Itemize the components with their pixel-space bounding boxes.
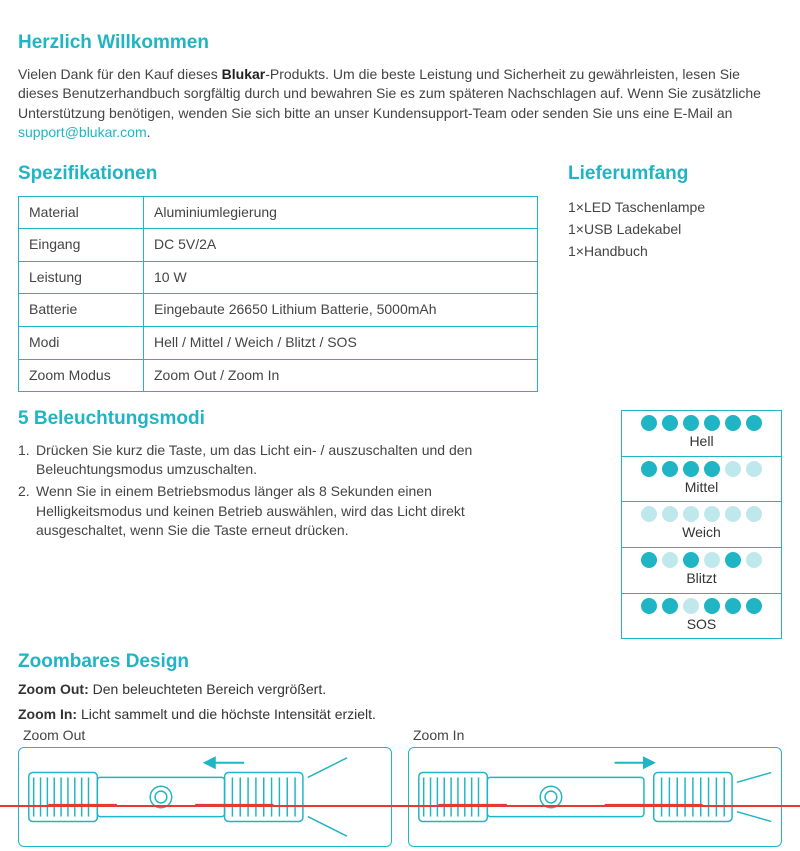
zoom-in-desc: Zoom In: Licht sammelt und die höchste I… [18, 705, 782, 725]
brightness-dots-icon [634, 552, 769, 568]
welcome-section: Herzlich Willkommen Vielen Dank für den … [18, 30, 782, 143]
mode-label: Hell [634, 432, 769, 452]
brightness-dots-icon [634, 506, 769, 522]
lieferumfang-list: 1×LED Taschenlampe1×USB Ladekabel1×Handb… [568, 196, 782, 263]
lieferumfang-section: Lieferumfang 1×LED Taschenlampe1×USB Lad… [568, 161, 782, 392]
support-email-link[interactable]: support@blukar.com [18, 124, 147, 140]
table-row: ModiHell / Mittel / Weich / Blitzt / SOS [19, 326, 538, 359]
spec-value: Zoom Out / Zoom In [144, 359, 538, 392]
table-row: Zoom ModusZoom Out / Zoom In [19, 359, 538, 392]
specs-section: Spezifikationen MaterialAluminiumlegieru… [18, 161, 538, 392]
mode-visual-section: Hell Mittel Weich Blitzt SOS [568, 406, 782, 639]
table-row: MaterialAluminiumlegierung [19, 196, 538, 229]
mode-label: Blitzt [634, 569, 769, 589]
flashlight-zoom-out-box: Zoom Out [18, 747, 392, 847]
list-item: 2.Wenn Sie in einem Betriebsmodus länger… [18, 482, 538, 541]
table-row: Leistung10 W [19, 261, 538, 294]
brightness-dots-icon [634, 415, 769, 431]
mode-label: Mittel [634, 478, 769, 498]
mode-visual-table: Hell Mittel Weich Blitzt SOS [621, 410, 782, 639]
flashlight-out-icon [19, 748, 391, 846]
spec-value: 10 W [144, 261, 538, 294]
zoom-section: Zoombares Design Zoom Out: Den beleuchte… [18, 649, 782, 847]
spec-key: Zoom Modus [19, 359, 144, 392]
zoom-heading: Zoombares Design [18, 649, 782, 676]
mode-row: Hell [622, 411, 782, 457]
modi-section: 5 Beleuchtungsmodi 1.Drücken Sie kurz di… [18, 406, 538, 639]
list-item: 1.Drücken Sie kurz die Taste, um das Lic… [18, 441, 538, 480]
mode-row: Blitzt [622, 547, 782, 593]
modi-list: 1.Drücken Sie kurz die Taste, um das Lic… [18, 441, 538, 541]
mode-row: Mittel [622, 456, 782, 502]
mode-row: Weich [622, 502, 782, 548]
laser-line-icon [389, 805, 800, 807]
spec-value: Eingebaute 26650 Lithium Batterie, 5000m… [144, 294, 538, 327]
modi-heading: 5 Beleuchtungsmodi [18, 406, 538, 433]
spec-key: Material [19, 196, 144, 229]
table-row: BatterieEingebaute 26650 Lithium Batteri… [19, 294, 538, 327]
spec-value: Hell / Mittel / Weich / Blitzt / SOS [144, 326, 538, 359]
flashlight-zoom-in-box: Zoom In [408, 747, 782, 847]
welcome-text: Vielen Dank für den Kauf dieses Blukar-P… [18, 65, 782, 143]
welcome-heading: Herzlich Willkommen [18, 30, 782, 57]
brightness-dots-icon [634, 598, 769, 614]
spec-key: Eingang [19, 229, 144, 262]
spec-key: Batterie [19, 294, 144, 327]
zoom-out-box-label: Zoom Out [23, 726, 85, 746]
spec-key: Modi [19, 326, 144, 359]
brand-name: Blukar [222, 66, 266, 82]
spec-value: Aluminiumlegierung [144, 196, 538, 229]
mode-row: SOS [622, 593, 782, 639]
list-item: 1×Handbuch [568, 240, 782, 262]
zoom-out-desc: Zoom Out: Den beleuchteten Bereich vergr… [18, 680, 782, 700]
specs-table: MaterialAluminiumlegierungEingangDC 5V/2… [18, 196, 538, 393]
flashlight-in-icon [409, 748, 781, 846]
list-item: 1×LED Taschenlampe [568, 196, 782, 218]
lieferumfang-heading: Lieferumfang [568, 161, 782, 188]
mode-label: SOS [634, 615, 769, 635]
spec-key: Leistung [19, 261, 144, 294]
table-row: EingangDC 5V/2A [19, 229, 538, 262]
laser-line-icon [0, 805, 411, 807]
specs-heading: Spezifikationen [18, 161, 538, 188]
brightness-dots-icon [634, 461, 769, 477]
list-item: 1×USB Ladekabel [568, 218, 782, 240]
mode-label: Weich [634, 523, 769, 543]
zoom-in-box-label: Zoom In [413, 726, 464, 746]
spec-value: DC 5V/2A [144, 229, 538, 262]
